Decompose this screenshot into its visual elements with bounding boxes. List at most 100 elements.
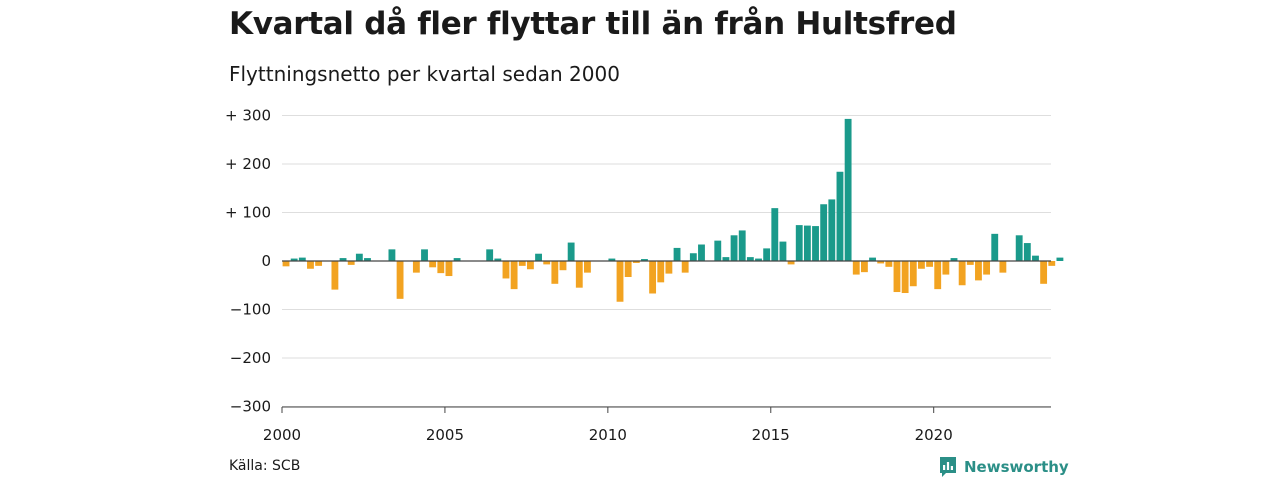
bar [885, 261, 893, 267]
chart-title: Kvartal då fler flyttar till än från Hul… [229, 6, 957, 42]
bar [860, 261, 868, 273]
x-tick-label: 2015 [752, 426, 790, 444]
bar [975, 261, 982, 281]
bar [412, 261, 420, 273]
bar [445, 261, 453, 277]
bar [543, 261, 551, 265]
bar [526, 261, 534, 270]
bar [844, 118, 852, 262]
bar [649, 261, 657, 294]
bar [836, 171, 844, 261]
bar [518, 261, 526, 266]
bar [999, 261, 1007, 273]
bar [966, 261, 974, 265]
bar [1015, 235, 1023, 261]
bar [567, 242, 575, 261]
y-tick-label: + 100 [225, 204, 271, 222]
bar [803, 225, 811, 261]
x-tick-label: 2020 [915, 426, 953, 444]
bar [641, 259, 648, 261]
bar [657, 261, 665, 283]
x-tick-label: 2010 [589, 426, 627, 444]
brand-name: Newsworthy [964, 458, 1069, 476]
bar [608, 258, 616, 261]
bar [1040, 261, 1048, 284]
bar [714, 240, 722, 261]
bar [746, 257, 754, 261]
bar [298, 257, 306, 261]
bar [282, 261, 290, 267]
bar [852, 261, 860, 275]
x-tick-label: 2005 [426, 426, 464, 444]
bar [510, 261, 518, 290]
bar [689, 253, 697, 261]
bar [559, 261, 567, 271]
bar [502, 261, 510, 279]
bar [1048, 261, 1056, 266]
bar [877, 261, 885, 264]
y-tick-label: −200 [230, 349, 271, 367]
bar [698, 244, 705, 261]
bar [918, 261, 925, 269]
bar [347, 261, 355, 265]
bar [486, 249, 494, 261]
bar [364, 258, 371, 261]
y-tick-label: + 300 [225, 107, 271, 125]
bar [820, 204, 828, 261]
bar [812, 226, 819, 261]
bar [942, 261, 950, 275]
bar [331, 261, 339, 290]
bar [339, 258, 347, 261]
bar [755, 258, 762, 261]
bar [551, 261, 559, 284]
bar [494, 258, 502, 261]
bar [1056, 257, 1064, 261]
newsworthy-logo-icon [940, 457, 956, 477]
x-tick-label: 2000 [263, 426, 301, 444]
bar [665, 261, 673, 274]
y-tick-label: −300 [230, 398, 271, 416]
bar [575, 261, 583, 288]
bar [869, 257, 876, 261]
bar [437, 261, 445, 274]
bar [787, 261, 795, 265]
bar [1032, 255, 1039, 261]
bar [950, 258, 958, 261]
bar [909, 261, 917, 287]
bar [388, 249, 396, 261]
bar [429, 261, 437, 268]
bar [584, 261, 591, 273]
bar [673, 247, 681, 261]
y-tick-label: + 200 [225, 155, 271, 173]
brand-logo: Newsworthy [938, 456, 1069, 478]
bar [624, 261, 632, 277]
bar [730, 235, 738, 261]
bar [893, 261, 901, 293]
bar [632, 261, 640, 263]
bar [315, 261, 323, 266]
bar [901, 261, 909, 294]
bar [421, 249, 428, 261]
bar [771, 208, 779, 261]
bar [453, 258, 461, 261]
bar [616, 261, 624, 302]
bar [738, 230, 746, 261]
bar [958, 261, 966, 286]
bar [396, 261, 404, 299]
bar [1023, 243, 1031, 261]
chart-subtitle: Flyttningsnetto per kvartal sedan 2000 [229, 62, 620, 86]
y-tick-label: 0 [261, 252, 271, 270]
y-tick-label: −100 [230, 301, 271, 319]
bar [681, 261, 689, 273]
source-note: Källa: SCB [229, 458, 301, 474]
bar [795, 225, 803, 261]
bar [983, 261, 991, 275]
bar [991, 233, 999, 261]
bar [763, 248, 771, 261]
axes: + 300 + 200 + 100 0 −100 −200 −300 2000 2005 2010… [225, 107, 1051, 444]
bar [934, 261, 942, 290]
bar [535, 253, 542, 261]
bar [307, 261, 314, 269]
bar [355, 253, 363, 261]
